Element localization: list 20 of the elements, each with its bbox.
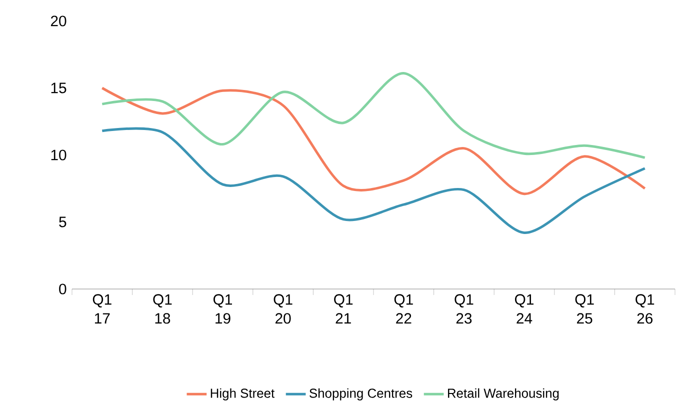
x-tick-label: Q1 24	[514, 294, 534, 324]
y-tick-label: 10	[51, 150, 66, 160]
x-tick-label: Q1 20	[274, 294, 292, 324]
x-tick-label: Q1 17	[92, 294, 112, 324]
line-series	[100, 72, 646, 159]
legend-label: Shopping Centres	[310, 388, 412, 400]
x-tick-label: Q1 21	[334, 294, 353, 324]
y-tick-label: 5	[59, 216, 66, 228]
x-tick-label: Q1 23	[454, 294, 474, 324]
x-tick-label: Q1 26	[636, 294, 654, 324]
y-tick-label: 20	[50, 16, 66, 26]
x-tick-label: Q1 18	[153, 294, 172, 324]
x-tick-label: Q1 19	[213, 294, 232, 324]
legend-label: Retail Warehousing	[448, 388, 559, 400]
y-tick-label: 0	[59, 284, 66, 294]
x-tick-label: Q1 22	[394, 294, 413, 324]
y-tick-label: 15	[51, 82, 66, 94]
x-tick-label: Q1 25	[575, 294, 594, 324]
legend-label: High Street	[210, 388, 275, 400]
line-series	[100, 86, 646, 196]
